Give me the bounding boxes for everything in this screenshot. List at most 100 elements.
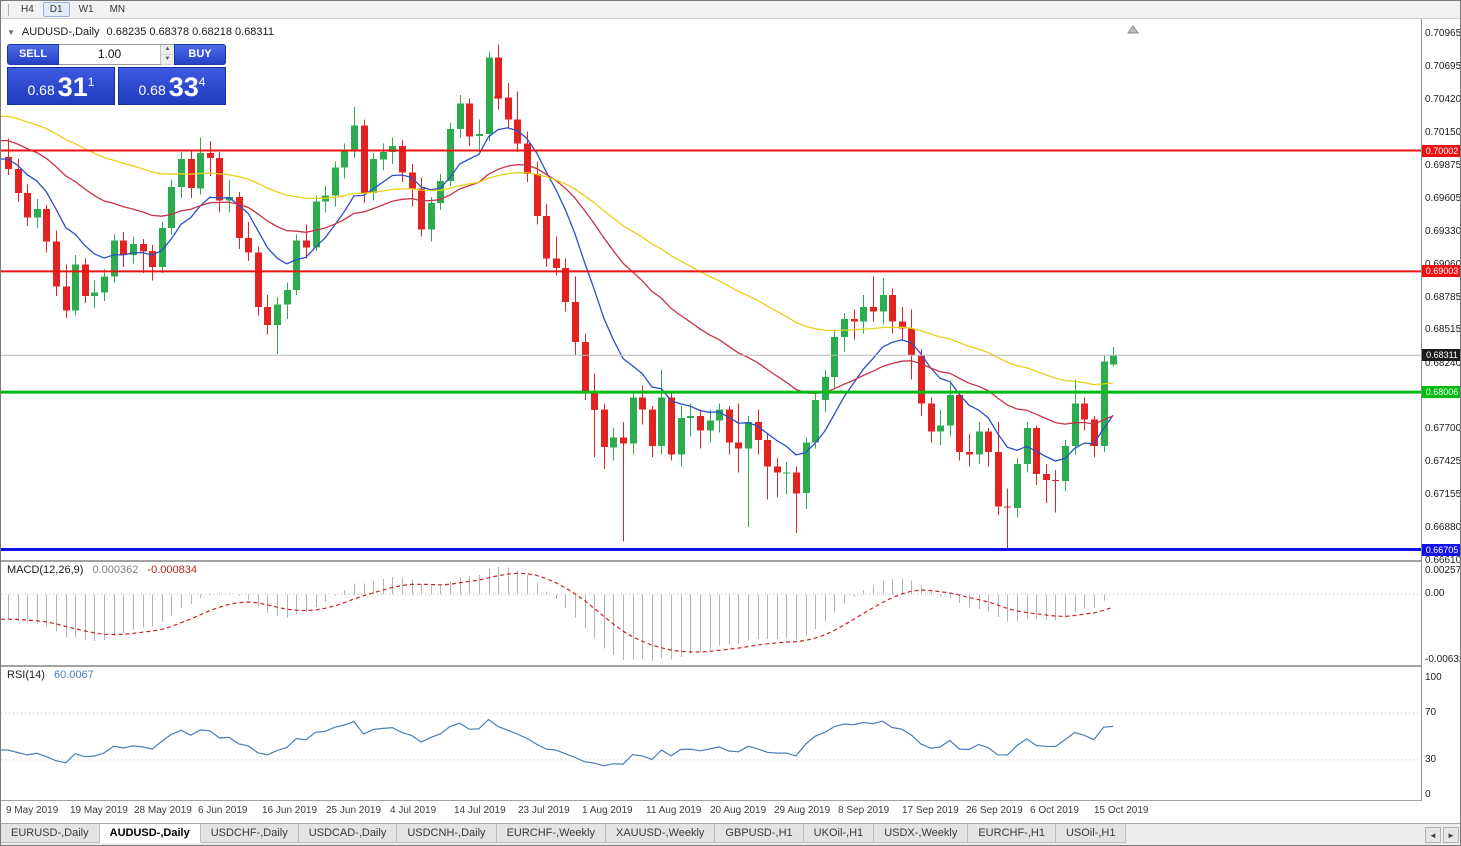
one-click-toggle-icon[interactable]: ▼ (7, 27, 15, 37)
price-scale-label: 0.67425 (1425, 456, 1461, 467)
price-scale-label: 0.66610 (1425, 555, 1461, 566)
rsi-indicator-title: RSI(14) 60.0067 (7, 669, 94, 681)
timeframe-button-d1[interactable]: D1 (42, 2, 70, 17)
volume-decrease-icon[interactable]: ▼ (161, 55, 174, 65)
price-scale[interactable]: 0.70965 0.70695 0.70420 0.70150 0.69875 0.696… (1422, 19, 1461, 817)
macd-histogram (8, 567, 1105, 661)
volume-value[interactable]: 1.00 (97, 47, 122, 61)
price-scale-label: 0.67155 (1425, 489, 1461, 500)
price-scale-label: 0.69330 (1425, 226, 1461, 237)
date-axis-label: 11 Aug 2019 (646, 805, 702, 816)
rsi-title-text: RSI(14) (7, 669, 45, 681)
date-axis-label: 1 Aug 2019 (582, 805, 633, 816)
toolbar-grip[interactable] (5, 3, 9, 16)
macd-indicator-title: MACD(12,26,9) 0.000362 -0.000834 (7, 564, 197, 576)
ma-line-30 (1, 139, 1114, 425)
date-axis-label: 29 Aug 2019 (774, 805, 831, 816)
chart-area: ▼ AUDUSD-,Daily 0.68235 0.68378 0.68218 … (1, 19, 1461, 823)
price-scale-label: 0.70965 (1425, 28, 1461, 39)
rsi-scale-label: 30 (1425, 754, 1437, 765)
timeframe-button-mn[interactable]: MN (109, 4, 126, 15)
sell-price-box[interactable]: 0.68 31 1 (7, 67, 115, 105)
current-price-badge: 0.68311 (1422, 349, 1460, 361)
chart-tab-audusd-daily[interactable]: AUDUSD-,Daily (99, 824, 201, 843)
buy-price-box[interactable]: 0.68 33 4 (118, 67, 226, 105)
date-axis-label: 20 Aug 2019 (710, 805, 767, 816)
chart-tab-eurchf-weekly[interactable]: EURCHF-,Weekly (496, 824, 606, 843)
ma-line-60 (1, 115, 1114, 386)
volume-field[interactable]: 1.00 ▲ ▼ (59, 44, 174, 65)
chart-tabs: EURUSD-,Daily AUDUSD-,Daily USDCHF-,Daily U… (1, 824, 1127, 843)
chart-tab-eurchf-h1[interactable]: EURCHF-,H1 (968, 824, 1056, 843)
ma-line-10 (1, 127, 1114, 462)
tab-scroll-arrows: ◄ ► (1425, 827, 1459, 843)
price-scale-label: 0.70695 (1425, 61, 1461, 72)
sell-price-main: 0.68 (27, 82, 55, 98)
date-axis-label: 23 Jul 2019 (518, 805, 570, 816)
volume-spinner: ▲ ▼ (160, 45, 174, 65)
macd-value-main: 0.000362 (92, 564, 139, 576)
date-axis-label: 14 Jul 2019 (454, 805, 506, 816)
chart-tab-gbpusd-h1[interactable]: GBPUSD-,H1 (715, 824, 804, 843)
date-axis-label: 15 Oct 2019 (1094, 805, 1149, 816)
one-click-trading-panel: SELL 1.00 ▲ ▼ BUY 0.68 31 1 0.68 (7, 44, 226, 105)
candles-layer (5, 44, 1117, 549)
rsi-scale-label: 100 (1425, 672, 1442, 683)
price-level-badge: 0.70002 (1422, 145, 1460, 157)
sell-price-pips: 31 (57, 72, 88, 102)
chart-tab-usoil-h1[interactable]: USOil-,H1 (1055, 824, 1127, 843)
macd-scale-label: -0.006326 (1425, 654, 1460, 665)
trade-prices-row: 0.68 31 1 0.68 33 4 (7, 67, 226, 105)
date-axis-label: 8 Sep 2019 (838, 805, 890, 816)
trade-controls-row: SELL 1.00 ▲ ▼ BUY (7, 44, 226, 65)
chart-tab-usdx-weekly[interactable]: USDX-,Weekly (874, 824, 969, 843)
date-axis[interactable]: 9 May 2019 19 May 2019 28 May 2019 6 Jun 20… (1, 801, 1421, 823)
pane-separator-macd[interactable] (1, 560, 1461, 562)
tab-scroll-right-icon[interactable]: ► (1443, 827, 1459, 843)
macd-scale-label: 0.002574 (1425, 565, 1461, 576)
price-level-badge: 0.66705 (1422, 544, 1460, 556)
date-axis-label: 6 Jun 2019 (198, 805, 248, 816)
chart-tab-xauusd-weekly[interactable]: XAUUSD-,Weekly (605, 824, 716, 843)
chart-tab-eurusd-daily[interactable]: EURUSD-,Daily (1, 824, 100, 843)
price-scale-label: 0.69875 (1425, 160, 1461, 171)
date-axis-label: 17 Sep 2019 (902, 805, 959, 816)
price-chart-canvas[interactable] (1, 19, 1461, 823)
price-scale-label: 0.69605 (1425, 193, 1461, 204)
pane-separator-rsi[interactable] (1, 665, 1461, 667)
date-axis-label: 16 Jun 2019 (262, 805, 318, 816)
chart-shift-marker-icon[interactable] (1127, 25, 1139, 34)
date-axis-label: 26 Sep 2019 (966, 805, 1023, 816)
chart-tab-bar: EURUSD-,Daily AUDUSD-,Daily USDCHF-,Daily U… (1, 823, 1460, 845)
sell-price-fraction: 1 (87, 75, 95, 89)
date-axis-label: 9 May 2019 (6, 805, 59, 816)
price-scale-label: 0.69060 (1425, 259, 1460, 270)
timeframe-button-w1[interactable]: W1 (78, 4, 94, 15)
chart-tab-ukoil-h1[interactable]: UKOil-,H1 (803, 824, 875, 843)
rsi-scale-label: 0 (1425, 789, 1431, 800)
date-axis-label: 6 Oct 2019 (1030, 805, 1079, 816)
price-scale-label: 0.68785 (1425, 292, 1461, 303)
price-scale-label: 0.68515 (1425, 324, 1461, 335)
buy-price-fraction: 4 (198, 75, 206, 89)
date-axis-label: 4 Jul 2019 (390, 805, 437, 816)
date-axis-label: 28 May 2019 (134, 805, 192, 816)
chart-tab-usdcad-daily[interactable]: USDCAD-,Daily (298, 824, 398, 843)
rsi-scale-label: 70 (1425, 707, 1437, 718)
macd-signal-line (1, 572, 1114, 653)
chart-symbol-period: AUDUSD-,Daily (21, 26, 100, 38)
price-scale-border (1421, 19, 1422, 800)
price-level-badge: 0.69003 (1422, 265, 1460, 277)
volume-increase-icon[interactable]: ▲ (161, 45, 174, 55)
date-axis-label: 25 Jun 2019 (326, 805, 382, 816)
buy-button[interactable]: BUY (174, 44, 226, 65)
chart-tab-usdcnh-daily[interactable]: USDCNH-,Daily (397, 824, 497, 843)
sell-button[interactable]: SELL (7, 44, 59, 65)
price-scale-label: 0.67700 (1425, 423, 1461, 434)
date-axis-label: 19 May 2019 (70, 805, 128, 816)
tab-scroll-left-icon[interactable]: ◄ (1425, 827, 1441, 843)
chart-tab-usdchf-daily[interactable]: USDCHF-,Daily (200, 824, 299, 843)
timeframe-button-h4[interactable]: H4 (21, 4, 34, 15)
macd-scale-label: 0.00 (1425, 588, 1445, 599)
